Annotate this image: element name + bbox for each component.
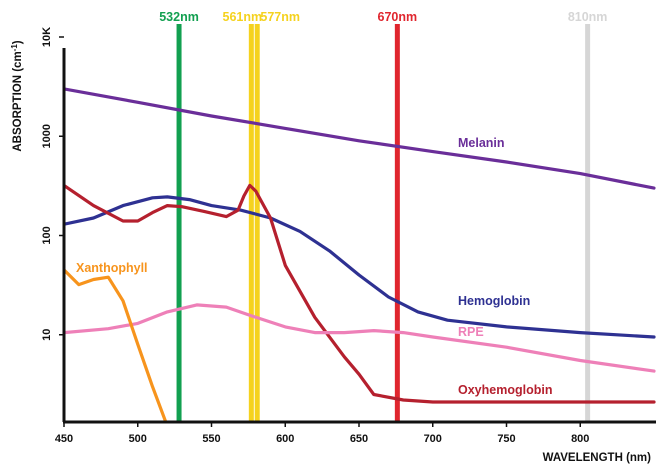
- series-label-rpe: RPE: [458, 325, 484, 339]
- laser-lines: [176, 24, 591, 422]
- x-tick-label-700: 700: [424, 433, 442, 445]
- x-axis-title: WAVELENGTH (nm): [543, 452, 652, 464]
- laser-label-561nm: 561nm: [223, 10, 263, 24]
- y-tick-label-10K: 10K: [41, 27, 53, 47]
- series-label-oxyhemoglobin: Oxyhemoglobin: [458, 383, 552, 397]
- series-label-xanthophyll: Xanthophyll: [76, 261, 148, 275]
- x-tick-label-600: 600: [276, 433, 294, 445]
- y-axis-title-main: ABSORPTION (cm: [12, 51, 24, 151]
- laser-label-670nm: 670nm: [378, 10, 418, 24]
- y-tick-label-1000: 1000: [41, 124, 53, 148]
- laser-label-810nm: 810nm: [568, 10, 608, 24]
- x-tick-label-750: 750: [497, 433, 515, 445]
- x-tick-label-450: 450: [55, 433, 73, 445]
- series-label-melanin: Melanin: [458, 136, 505, 150]
- y-axis-title-close: ): [12, 40, 24, 44]
- series-line-xanthophyll: [64, 268, 168, 422]
- x-tick-label-500: 500: [129, 433, 147, 445]
- x-tick-label-650: 650: [350, 433, 368, 445]
- x-tick-label-800: 800: [571, 433, 589, 445]
- series-lines: [64, 87, 656, 422]
- series-line-melanin: [64, 87, 656, 190]
- series-line-hemoglobin: [64, 195, 656, 339]
- y-tick-label-100: 100: [41, 226, 53, 244]
- series-line-oxyhemoglobin: [64, 183, 656, 404]
- x-tick-label-550: 550: [202, 433, 220, 445]
- y-axis-title-sup: -1: [10, 44, 19, 52]
- laser-label-532nm: 532nm: [159, 10, 199, 24]
- y-axis-title: ABSORPTION (cm-1): [10, 40, 24, 151]
- axes: 450 500 550 600 650 700 750 800 10 100 1000 10K WAVE…: [10, 27, 656, 464]
- y-tick-label-10: 10: [41, 329, 53, 341]
- series-line-rpe: [64, 303, 656, 373]
- laser-label-577nm: 577nm: [260, 10, 300, 24]
- series-label-hemoglobin: Hemoglobin: [458, 294, 530, 308]
